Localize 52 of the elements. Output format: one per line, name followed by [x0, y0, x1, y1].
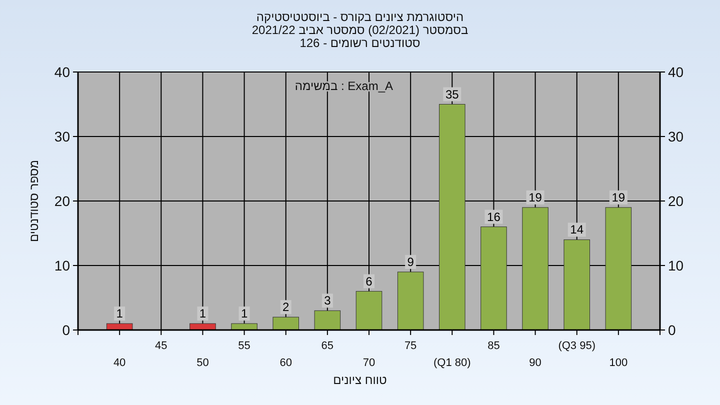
y-tick-label: 10	[54, 258, 70, 274]
bar	[314, 310, 341, 330]
data-label: 2	[282, 300, 290, 314]
data-label: 9	[407, 254, 414, 269]
data-label: 19	[528, 190, 542, 204]
text: סטודנטים רשומים - 126	[300, 36, 420, 50]
chart-title: היסטוגרמת ציונים בקורס - ביוסטטיסטיקה	[256, 10, 464, 24]
y2-tick-label: 10	[668, 258, 684, 274]
data-label: 3	[324, 294, 332, 308]
data-label: 1	[240, 306, 248, 321]
data-label: 14	[570, 222, 584, 237]
data-label: 1	[199, 306, 206, 321]
x-tick-label: 65	[321, 340, 334, 352]
bar	[190, 323, 216, 330]
chart-subtitle: בסמסטר (02/2021) סמסטר אביב 2021/22	[252, 23, 468, 37]
x-tick-label: 85	[488, 340, 500, 352]
bar	[106, 323, 133, 330]
y-tick-label: 0	[62, 322, 70, 338]
x-tick-label: (Q1 80)	[433, 357, 471, 369]
data-label: 16	[487, 210, 501, 224]
y-tick-label: 20	[54, 193, 70, 209]
bar	[356, 291, 382, 330]
bar	[231, 323, 258, 330]
x-tick-label: 60	[280, 357, 292, 369]
data-label: 6	[366, 274, 373, 288]
bar	[397, 272, 424, 330]
y2-tick-label: 40	[668, 64, 684, 80]
x-tick-label: 40	[113, 357, 126, 369]
x-tick-label: 50	[196, 357, 209, 369]
x-tick-label: 45	[155, 340, 168, 352]
bar	[564, 239, 590, 330]
bar	[522, 207, 548, 330]
bar	[439, 104, 466, 330]
bar	[480, 226, 507, 330]
y-axis-title: מספר סטודנטים	[27, 160, 41, 242]
data-label: 19	[612, 190, 626, 204]
data-label: 35	[445, 87, 460, 102]
data-label: 1	[116, 306, 124, 321]
y-tick-label: 30	[54, 128, 70, 144]
x-tick-label: 75	[404, 340, 417, 352]
x-tick-label: (Q3 95)	[558, 340, 596, 352]
y2-tick-label: 20	[668, 193, 684, 209]
y2-tick-label: 0	[668, 322, 676, 338]
bar	[605, 207, 632, 330]
bar	[272, 316, 299, 330]
x-tick-label: 55	[238, 340, 250, 352]
x-tick-label: 100	[609, 357, 628, 369]
x-tick-label: 90	[529, 357, 542, 369]
y2-tick-label: 30	[668, 128, 684, 144]
x-tick-label: 70	[362, 357, 376, 369]
y-tick-label: 40	[54, 64, 70, 80]
x-axis-title: טווח ציונים	[333, 373, 388, 387]
